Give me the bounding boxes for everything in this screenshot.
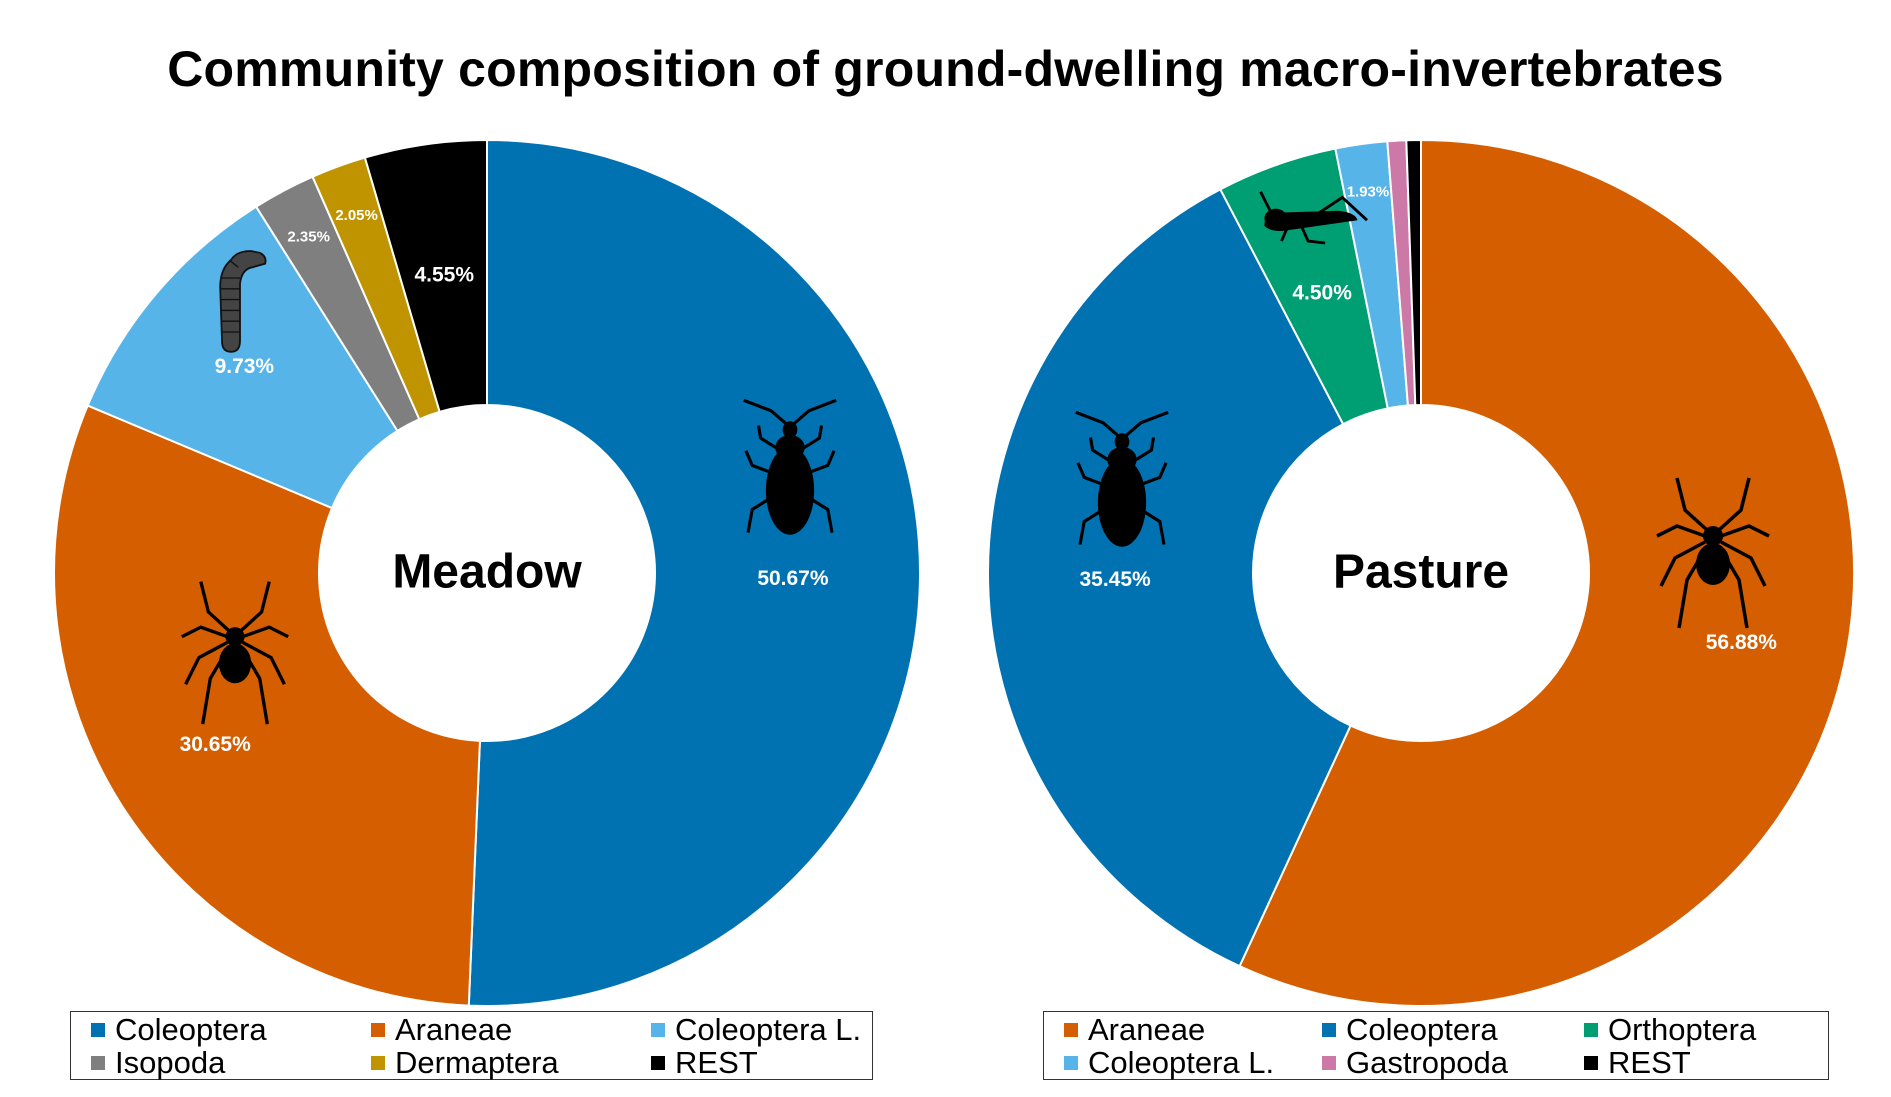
center-label: Pasture	[1333, 546, 1509, 599]
legend-item-araneae: Araneae	[1064, 1012, 1205, 1048]
legend-swatch	[1064, 1023, 1078, 1037]
legend-swatch	[1584, 1056, 1598, 1070]
legend-swatch	[1322, 1056, 1336, 1070]
legend-meadow: Coleoptera Araneae Coleoptera L. Isopoda Der…	[70, 1011, 873, 1080]
legend-label: Araneae	[1088, 1012, 1206, 1047]
legend-label: Coleoptera	[115, 1012, 267, 1047]
legend-label: Gastropoda	[1346, 1045, 1508, 1080]
legend-item-coleoptera: Coleoptera	[1322, 1012, 1498, 1048]
legend-label: Coleoptera L.	[1088, 1045, 1275, 1080]
legend-label: Orthoptera	[1608, 1012, 1757, 1047]
chart-title: Community composition of ground-dwelling…	[167, 41, 1724, 97]
legend-item-rest: REST	[651, 1045, 758, 1081]
legend-label: Isopoda	[115, 1045, 226, 1080]
data-label-orthoptera: 4.50%	[1292, 282, 1352, 305]
data-label-coleoptera: 50.67%	[757, 567, 829, 590]
legend-item-coleoptera-l: Coleoptera L.	[1064, 1045, 1274, 1081]
legend-label: REST	[1608, 1045, 1691, 1080]
donut-chart-pasture: 56.88% 35.45% 4.50% 1.93% Pasture	[987, 138, 1855, 1007]
legend-item-araneae: Araneae	[371, 1012, 512, 1048]
legend-label: Dermaptera	[395, 1045, 559, 1080]
legend-item-orthoptera: Orthoptera	[1584, 1012, 1756, 1048]
donut-hole	[1253, 405, 1589, 741]
legend-item-rest: REST	[1584, 1045, 1691, 1081]
legend-label: REST	[675, 1045, 758, 1080]
legend-item-gastropoda: Gastropoda	[1322, 1045, 1508, 1081]
donut-chart-meadow: 50.67% 30.65% 9.73% 2.35% 2.05% 4.55% Meadow	[53, 138, 921, 1007]
center-label: Meadow	[392, 546, 582, 599]
data-label-coleoptera-l: 9.73%	[215, 355, 275, 378]
legend-swatch	[651, 1023, 665, 1037]
legend-swatch	[371, 1056, 385, 1070]
data-label-rest: 4.55%	[414, 264, 474, 287]
legend-item-coleoptera: Coleoptera	[91, 1012, 267, 1048]
data-label-araneae: 56.88%	[1706, 631, 1778, 654]
data-label-coleoptera: 35.45%	[1079, 568, 1151, 591]
legend-swatch	[1322, 1023, 1336, 1037]
data-label-coleoptera-l: 1.93%	[1347, 184, 1390, 201]
legend-swatch	[371, 1023, 385, 1037]
legend-item-dermaptera: Dermaptera	[371, 1045, 559, 1081]
legend-swatch	[91, 1056, 105, 1070]
data-label-dermaptera: 2.05%	[335, 207, 378, 224]
legend-label: Araneae	[395, 1012, 513, 1047]
legend-pasture: Araneae Coleoptera Orthoptera Coleoptera L.…	[1043, 1011, 1829, 1080]
legend-item-coleoptera-l: Coleoptera L.	[651, 1012, 861, 1048]
legend-label: Coleoptera	[1346, 1012, 1498, 1047]
legend-swatch	[1064, 1056, 1078, 1070]
data-label-isopoda: 2.35%	[287, 228, 330, 245]
legend-item-isopoda: Isopoda	[91, 1045, 225, 1081]
legend-label: Coleoptera L.	[675, 1012, 862, 1047]
donut-hole	[319, 405, 655, 741]
legend-swatch	[651, 1056, 665, 1070]
legend-swatch	[1584, 1023, 1598, 1037]
legend-swatch	[91, 1023, 105, 1037]
data-label-araneae: 30.65%	[180, 733, 252, 756]
